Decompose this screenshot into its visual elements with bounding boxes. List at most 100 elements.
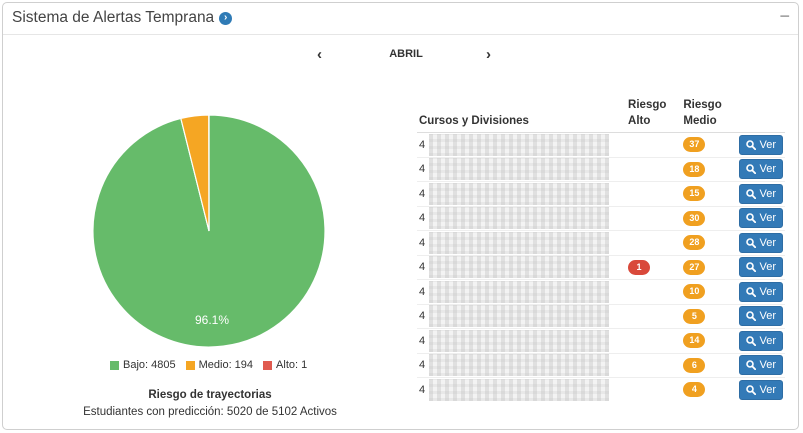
legend-swatch-medio [185,360,195,370]
month-navigator: ‹ ABRIL › [3,46,798,66]
card-header: Sistema de Alertas Temprana › − [3,3,798,35]
medium-risk-badge: 37 [683,137,706,153]
pie-data-label-bajo: 96.1% [195,313,229,327]
risk-pie-chart: 96.1% [92,114,326,348]
course-number: 4 [419,187,426,200]
view-button[interactable]: Ver [739,257,783,278]
medium-risk-cell: 10 [681,279,738,304]
legend-item-medio[interactable]: Medio: 194 [185,359,253,371]
high-risk-cell: 1 [626,254,682,280]
course-number: 4 [419,285,426,298]
header-actions [737,95,785,133]
view-button-label: Ver [759,334,776,347]
search-icon [746,360,757,371]
search-icon [746,188,757,199]
chevron-right-icon[interactable]: › [486,46,491,63]
medium-risk-badge: 27 [683,259,706,275]
table-row: 4 15 Ver [417,181,785,206]
view-button-label: Ver [759,310,776,323]
legend-swatch-bajo [110,360,119,370]
medium-risk-cell: 27 [681,254,738,280]
redacted-course-name [429,329,610,352]
high-risk-cell [626,132,682,157]
search-icon [746,262,757,273]
search-icon [746,164,757,175]
table-row: 4 37 Ver [417,132,785,157]
view-button[interactable]: Ver [739,208,783,229]
chart-title: Riesgo de trayectorias [148,389,272,401]
action-cell: Ver [737,181,785,206]
redacted-course-name [429,256,610,279]
view-button[interactable]: Ver [739,281,783,302]
table-row: 4 6 Ver [417,352,785,378]
medium-risk-cell: 4 [681,377,738,402]
course-cell: 4 [417,205,627,231]
medium-risk-badge: 5 [683,308,706,324]
course-cell: 4 [417,352,627,378]
card-title-text: Sistema de Alertas Temprana [12,9,215,26]
course-number: 4 [419,334,426,347]
medium-risk-badge: 18 [683,161,706,177]
course-number: 4 [419,163,426,176]
high-risk-cell [626,328,682,353]
medium-risk-badge: 14 [683,333,706,349]
action-cell: Ver [737,377,785,402]
high-risk-cell [626,352,682,378]
redacted-course-name [429,231,610,254]
course-cell: 4 [417,303,627,329]
course-cell: 4 [417,328,627,353]
action-cell: Ver [737,352,785,378]
view-button[interactable]: Ver [739,379,783,400]
search-icon [746,286,757,297]
high-risk-cell [626,303,682,329]
course-number: 4 [419,310,426,323]
medium-risk-badge: 4 [683,382,706,398]
legend-label-bajo: Bajo: 4805 [123,359,176,371]
view-button[interactable]: Ver [739,330,783,351]
high-risk-cell [626,230,682,255]
view-button-label: Ver [759,383,776,396]
course-number: 4 [419,261,426,274]
chevron-left-icon[interactable]: ‹ [317,46,322,63]
view-button-label: Ver [759,163,776,176]
table-header-row: Cursos y Divisiones Riesgo Alto Riesgo M… [417,95,785,133]
medium-risk-cell: 37 [681,132,738,157]
course-cell: 4 [417,254,627,280]
course-cell: 4 [417,279,627,304]
table-body: 4 37 Ver 4 18 Ver 4 15 Ver 4 30 Ver 4 28 Ver 4 1 27 Ver 4 10… [417,132,785,402]
view-button-label: Ver [759,359,776,372]
view-button[interactable]: Ver [739,355,783,376]
collapse-button[interactable]: − [779,6,790,26]
high-risk-cell [626,181,682,206]
chevron-right-circle-icon[interactable]: › [219,11,233,25]
action-cell: Ver [737,328,785,353]
course-cell: 4 [417,132,627,157]
redacted-course-name [429,305,610,328]
table-row: 4 18 Ver [417,156,785,182]
action-cell: Ver [737,303,785,329]
redacted-course-name [429,133,610,156]
legend-item-alto[interactable]: Alto: 1 [263,359,307,371]
medium-risk-badge: 30 [683,210,706,226]
view-button[interactable]: Ver [739,159,783,180]
action-cell: Ver [737,279,785,304]
view-button-label: Ver [759,261,776,274]
medium-risk-badge: 6 [683,357,706,373]
view-button[interactable]: Ver [739,134,783,155]
redacted-course-name [429,207,610,230]
medium-risk-badge: 28 [683,235,706,251]
medium-risk-cell: 18 [681,156,738,182]
legend-item-bajo[interactable]: Bajo: 4805 [110,359,176,371]
high-risk-cell [626,279,682,304]
view-button[interactable]: Ver [739,232,783,253]
header-high-risk-label: Riesgo Alto [628,99,667,127]
search-icon [746,213,757,224]
view-button-label: Ver [759,212,776,225]
view-button[interactable]: Ver [739,306,783,327]
view-button[interactable]: Ver [739,183,783,204]
chart-subtitle: Estudiantes con predicción: 5020 de 5102… [83,406,337,418]
course-cell: 4 [417,181,627,206]
legend-swatch-alto [263,360,273,370]
table-row: 4 1 27 Ver [417,254,785,280]
search-icon [746,335,757,346]
